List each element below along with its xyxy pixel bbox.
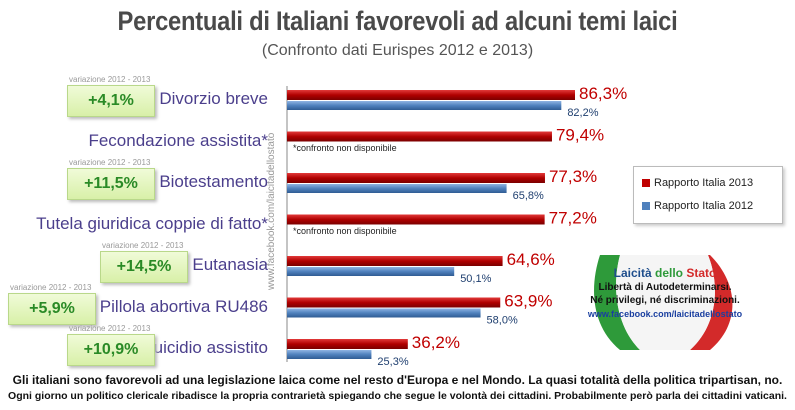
legend-label-2013: Rapporto Italia 2013 <box>654 177 754 189</box>
category-label-divorzio-breve: Divorzio breve <box>159 89 268 108</box>
legend-item-2012: Rapporto Italia 2012 <box>642 200 753 212</box>
variation-caption-suicidio-assistito: variazione 2012 - 2013 <box>69 324 151 333</box>
category-label-pillola-abortiva-ru486: Pillola abortiva RU486 <box>99 296 268 316</box>
logo-url: www.facebook.com/laicitadellostato <box>587 309 743 319</box>
value-label-2012-biotestamento: 65,8% <box>513 190 544 202</box>
bar-2013-divorzio-breve <box>287 90 575 100</box>
chart-title: Percentuali di Italiani favorevoli ad al… <box>117 6 678 36</box>
legend-swatch-2013 <box>642 179 650 187</box>
category-label-eutanasia: Eutanasia <box>192 255 268 274</box>
footer-line-1: Gli italiani sono favorevoli ad una legi… <box>12 373 783 387</box>
variation-caption-pillola-abortiva-ru486: variazione 2012 - 2013 <box>10 282 92 292</box>
category-label-suicidio-assistito: Suicidio assistito <box>142 338 268 357</box>
bar-2012-pillola-abortiva-ru486 <box>287 308 481 318</box>
variation-badge-suicidio-assistito: +10,9% <box>67 334 155 366</box>
bar-2013-eutanasia <box>287 256 503 266</box>
variation-caption-divorzio-breve: variazione 2012 - 2013 <box>69 75 151 84</box>
logo-title-c: Stato <box>686 266 717 280</box>
category-label-tutela-giuridica-coppie-di-fatto: Tutela giuridica coppie di fatto* <box>36 213 268 233</box>
value-label-2012-pillola-abortiva-ru486: 58,0% <box>487 315 518 327</box>
value-label-2013-eutanasia: 64,6% <box>507 250 555 269</box>
value-label-2013-pillola-abortiva-ru486: 63,9% <box>504 292 552 311</box>
variation-badge-biotestamento: +11,5% <box>67 168 155 200</box>
category-label-fecondazione-assistita: Fecondazione assistita* <box>88 130 268 150</box>
logo-title-b: dello <box>651 266 687 280</box>
bar-2013-fecondazione-assistita <box>287 131 552 142</box>
value-label-2012-suicidio-assistito: 25,3% <box>377 356 408 368</box>
value-label-2013-biotestamento: 77,3% <box>549 167 597 186</box>
logo-flag-graphic <box>594 255 733 350</box>
chart-subtitle: (Confronto dati Eurispes 2012 e 2013) <box>261 42 534 59</box>
bar-2012-biotestamento <box>287 184 507 193</box>
footer-line-2: Ogni giorno un politico clericale ribadi… <box>8 390 787 402</box>
na-note-fecondazione-assistita: *confronto non disponibile <box>293 142 397 153</box>
bar-2013-biotestamento <box>287 173 545 183</box>
value-label-2013-tutela-giuridica-coppie-di-fatto: 77,2% <box>549 209 597 228</box>
bar-2013-tutela-giuridica-coppie-di-fatto <box>287 214 545 225</box>
logo-title: Laicità dello Stato <box>580 266 750 280</box>
value-label-2013-divorzio-breve: 86,3% <box>579 84 627 103</box>
logo-tagline-2: Né privilegi, né discriminazioni. <box>590 295 740 306</box>
na-note-tutela-giuridica-coppie-di-fatto: *confronto non disponibile <box>293 225 397 236</box>
variation-caption-biotestamento: variazione 2012 - 2013 <box>69 158 151 167</box>
bar-2013-suicidio-assistito <box>287 339 408 349</box>
value-label-2012-divorzio-breve: 82,2% <box>567 107 598 119</box>
logo-tagline-1: Libertà di Autodeterminarsi. <box>598 282 732 293</box>
logo-title-a: Laicità <box>613 266 652 280</box>
legend-label-2012: Rapporto Italia 2012 <box>654 200 754 212</box>
variation-caption-eutanasia: variazione 2012 - 2013 <box>102 241 184 250</box>
value-label-2013-fecondazione-assistita: 79,4% <box>556 126 604 145</box>
category-label-biotestamento: Biotestamento <box>159 172 268 191</box>
variation-badge-divorzio-breve: +4,1% <box>67 85 155 117</box>
value-label-2012-eutanasia: 50,1% <box>460 273 491 285</box>
bar-2012-eutanasia <box>287 267 455 276</box>
laicita-logo: Laicità dello Stato Libertà di Autodeter… <box>580 245 750 355</box>
legend-swatch-2012 <box>642 202 650 210</box>
legend: Rapporto Italia 2013 Rapporto Italia 201… <box>633 166 783 224</box>
bar-2012-suicidio-assistito <box>287 350 372 359</box>
bar-2012-divorzio-breve <box>287 101 562 110</box>
legend-item-2013: Rapporto Italia 2013 <box>642 177 753 189</box>
bar-2013-pillola-abortiva-ru486 <box>287 297 501 308</box>
variation-badge-eutanasia: +14,5% <box>100 251 188 283</box>
variation-badge-pillola-abortiva-ru486: +5,9% <box>8 292 96 325</box>
value-label-2013-suicidio-assistito: 36,2% <box>412 333 460 352</box>
